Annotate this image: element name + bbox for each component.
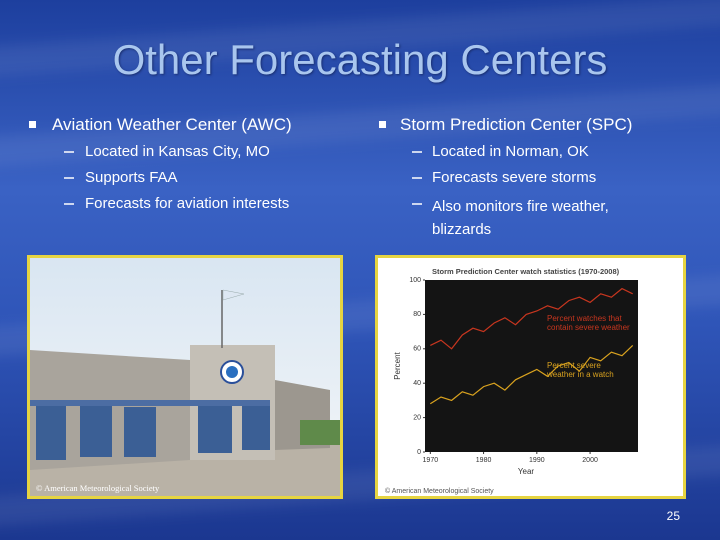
list-item: Forecasts for aviation interests	[85, 195, 290, 212]
bullet	[379, 121, 386, 128]
dashes	[64, 151, 422, 205]
photo	[27, 255, 343, 499]
list-item: Located in Kansas City, MO	[85, 143, 270, 160]
y-tick-label: 20	[413, 414, 421, 421]
y-tick-label: 100	[409, 277, 421, 284]
data-line	[429, 344, 634, 405]
y-tick-label: 60	[413, 346, 421, 353]
list-item: Forecasts severe storms	[432, 169, 597, 186]
bullet	[29, 121, 36, 128]
list-item: Located in Norman, OK	[432, 143, 589, 160]
x-axis-label: Year	[518, 467, 535, 476]
plot-area	[425, 280, 638, 452]
series-label: Percent watches that contain severe weat…	[547, 314, 630, 332]
chart-title: Storm Prediction Center watch statistics…	[432, 267, 620, 276]
data-line	[430, 287, 633, 350]
y-tick-label: 80	[413, 311, 421, 318]
y-tick-label: 0	[417, 449, 421, 456]
slide-title: Other Forecasting Centers	[112, 36, 608, 83]
slide-number: 25	[667, 509, 681, 523]
list-item: Supports FAA	[85, 169, 178, 186]
image-caption: © American Meteorological Society	[36, 483, 160, 493]
x-tick-label: 1980	[476, 457, 492, 464]
column-heading: Aviation Weather Center (AWC)	[52, 115, 292, 134]
y-axis-label: Percent	[393, 351, 402, 379]
image-caption: © American Meteorological Society	[385, 487, 494, 495]
x-tick-label: 2000	[582, 457, 598, 464]
list-item: Also monitors fire weather, blizzards	[432, 198, 609, 238]
series-label: Percent severe weather in a watch	[547, 361, 614, 379]
x-tick-label: 1970	[423, 457, 439, 464]
x-tick-label: 1990	[529, 457, 545, 464]
y-tick-label: 40	[413, 380, 421, 387]
column-heading: Storm Prediction Center (SPC)	[400, 115, 633, 134]
